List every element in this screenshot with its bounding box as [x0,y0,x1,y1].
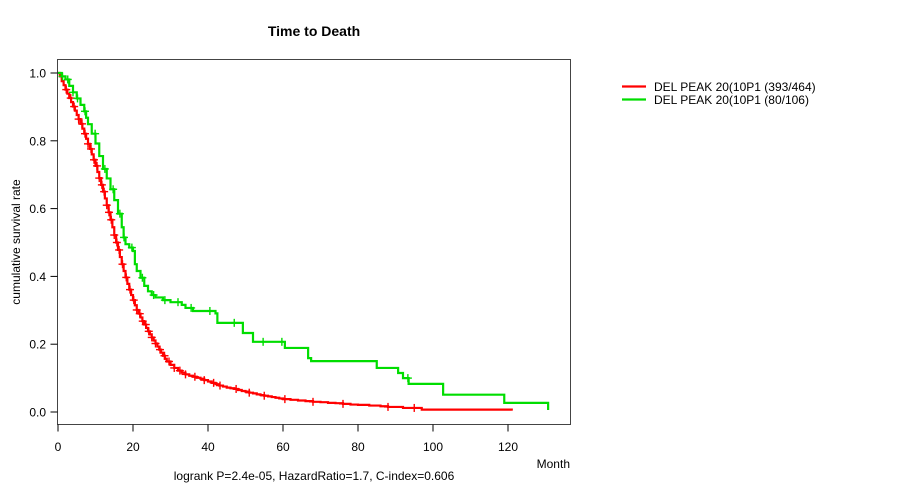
plot-title: Time to Death [268,23,360,39]
x-axis-label: Month [537,457,570,471]
y-axis-label: cumulative survival rate [9,179,23,305]
stats-footnote: logrank P=2.4e-05, HazardRatio=1.7, C-in… [174,469,455,483]
y-tick-label: 1.0 [29,67,46,81]
x-tick-label: 80 [351,440,365,454]
legend: DEL PEAK 20(10P1 (393/464) DEL PEAK 20(1… [622,80,816,107]
legend-label-red: DEL PEAK 20(10P1 (393/464) [654,80,816,94]
censor-marks-green [58,72,412,383]
y-tick-label: 0.2 [29,338,46,352]
survival-curves [58,71,550,411]
x-tick-label: 40 [201,440,215,454]
x-tick-label: 20 [126,440,140,454]
survival-curve-green [58,71,550,410]
y-tick-label: 0.4 [29,270,46,284]
legend-label-green: DEL PEAK 20(10P1 (80/106) [654,93,809,107]
x-tick-label: 0 [55,440,62,454]
plot-frame [57,59,571,425]
x-tick-label: 120 [498,440,518,454]
y-tick-label: 0.0 [29,406,46,420]
y-tick-label: 0.6 [29,202,46,216]
axis-ticks: 0 20 40 60 80 100 120 0.0 0.2 0.4 0.6 0.8 1.0 [29,67,518,455]
x-tick-label: 60 [276,440,290,454]
censor-marks-red [62,85,419,412]
y-tick-label: 0.8 [29,134,46,148]
censor-marks [58,72,419,412]
x-tick-label: 100 [423,440,443,454]
